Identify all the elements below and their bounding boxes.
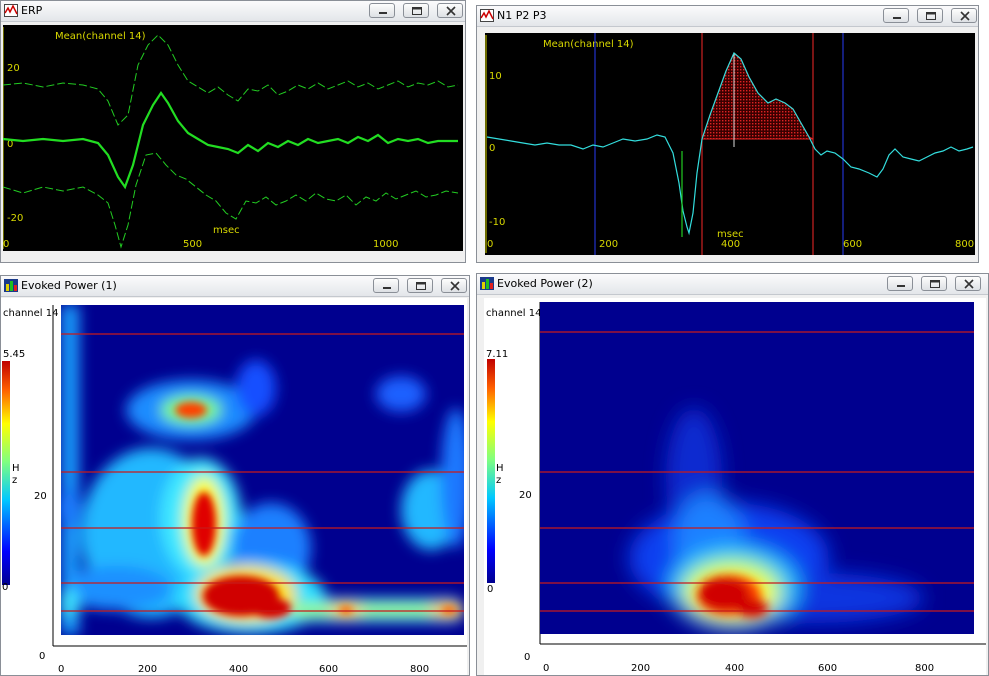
colorbar [487, 359, 495, 583]
y-tick-0: 0 [7, 139, 13, 150]
n1p2p3-trace [486, 52, 974, 236]
evoked1-chart: channel 14 5.45 0 H z 20 0 0 200 400 600… [2, 305, 467, 675]
n1p2p3-window[interactable]: N1 P2 P3 Mean(channel 14) 10 0 -10 msec … [476, 5, 979, 263]
y-tick-10: 10 [489, 71, 502, 82]
erp-mean-trace [2, 91, 458, 190]
window-title: Evoked Power (1) [21, 279, 117, 292]
y-tick-neg20: -20 [7, 213, 23, 224]
y-tick-20: 20 [7, 63, 20, 74]
y-tick-0: 0 [489, 143, 495, 154]
chart-app-icon [4, 4, 18, 17]
x-tick-1000: 1000 [373, 239, 398, 250]
evoked1-canvas[interactable]: channel 14 5.45 0 H z 20 0 0 200 400 600… [1, 298, 467, 675]
maximize-button[interactable] [921, 276, 947, 291]
minimize-button[interactable] [887, 276, 913, 291]
maximize-button[interactable] [403, 3, 429, 18]
close-button[interactable] [955, 276, 981, 291]
window-title: Evoked Power (2) [497, 277, 593, 290]
evoked-power-1-window[interactable]: Evoked Power (1) channel 14 5.45 0 H [0, 275, 470, 676]
series-label: Mean(channel 14) [55, 31, 146, 42]
unit-z: z [12, 475, 17, 486]
y-tick-20: 20 [519, 490, 532, 501]
n1p2p3-plot[interactable]: Mean(channel 14) 10 0 -10 msec 0 200 400… [485, 33, 975, 255]
unit-z: z [496, 475, 501, 486]
y-tick-neg10: -10 [489, 217, 505, 228]
colorbar-min: 0 [487, 584, 493, 595]
x-tick-400: 400 [721, 239, 740, 250]
y-tick-0: 0 [39, 651, 45, 662]
minimize-button[interactable] [883, 8, 909, 23]
x-tick-0: 0 [543, 663, 549, 674]
window-title: ERP [21, 4, 43, 17]
erp-lower-bound-trace [2, 152, 459, 249]
n1p2p3-chart: Mean(channel 14) 10 0 -10 msec 0 200 400… [485, 33, 974, 255]
chart-app-icon [480, 9, 494, 22]
evoked2-titlebar[interactable]: Evoked Power (2) [477, 274, 988, 295]
minimize-button[interactable] [373, 278, 399, 293]
erp-window[interactable]: ERP Mean(channel 14) 20 0 -20 msec 0 500… [0, 0, 466, 263]
x-unit-label: msec [213, 225, 240, 236]
maximize-button[interactable] [407, 278, 433, 293]
x-tick-200: 200 [631, 663, 650, 674]
x-tick-500: 500 [183, 239, 202, 250]
channel-label: channel 14 [3, 308, 58, 319]
p2-area-fill [701, 52, 814, 140]
unit-h: H [496, 463, 504, 474]
x-tick-600: 600 [319, 664, 338, 675]
colorbar-max: 5.45 [3, 349, 25, 360]
maximize-button[interactable] [917, 8, 943, 23]
y-tick-20: 20 [34, 491, 47, 502]
x-tick-400: 400 [725, 663, 744, 674]
close-button[interactable] [951, 8, 977, 23]
erp-chart: Mean(channel 14) 20 0 -20 msec 0 500 100… [2, 27, 459, 250]
heatmap-app-icon [4, 279, 18, 292]
x-tick-0: 0 [58, 664, 64, 675]
x-tick-600: 600 [843, 239, 862, 250]
unit-h: H [12, 463, 20, 474]
erp-upper-bound-trace [2, 34, 459, 126]
x-tick-200: 200 [138, 664, 157, 675]
x-tick-0: 0 [3, 239, 9, 250]
x-unit-label: msec [717, 229, 744, 240]
erp-titlebar[interactable]: ERP [1, 1, 465, 22]
evoked2-chart: channel 14 7.11 0 H z 20 0 0 200 400 600… [486, 302, 986, 674]
series-label: Mean(channel 14) [543, 39, 634, 50]
x-tick-0: 0 [487, 239, 493, 250]
y-tick-0: 0 [524, 652, 530, 663]
close-button[interactable] [441, 278, 467, 293]
channel-label: channel 14 [486, 308, 541, 319]
n1p2p3-titlebar[interactable]: N1 P2 P3 [477, 6, 978, 27]
colorbar-max: 7.11 [486, 349, 508, 360]
evoked2-canvas[interactable]: channel 14 7.11 0 H z 20 0 0 200 400 600… [484, 298, 986, 675]
evoked1-heatmap [61, 305, 464, 635]
colorbar-min: 0 [2, 582, 8, 593]
erp-plot[interactable]: Mean(channel 14) 20 0 -20 msec 0 500 100… [2, 25, 463, 251]
window-title: N1 P2 P3 [497, 9, 547, 22]
x-tick-800: 800 [915, 663, 934, 674]
x-tick-200: 200 [599, 239, 618, 250]
evoked1-titlebar[interactable]: Evoked Power (1) [1, 276, 469, 297]
heatmap-app-icon [480, 277, 494, 290]
evoked2-heatmap [540, 302, 974, 634]
close-button[interactable] [437, 3, 463, 18]
x-tick-800: 800 [955, 239, 974, 250]
colorbar [2, 361, 10, 585]
x-tick-800: 800 [410, 664, 429, 675]
minimize-button[interactable] [369, 3, 395, 18]
evoked-power-2-window[interactable]: Evoked Power (2) channel 14 7.11 0 H [476, 273, 989, 676]
x-tick-600: 600 [818, 663, 837, 674]
x-tick-400: 400 [229, 664, 248, 675]
